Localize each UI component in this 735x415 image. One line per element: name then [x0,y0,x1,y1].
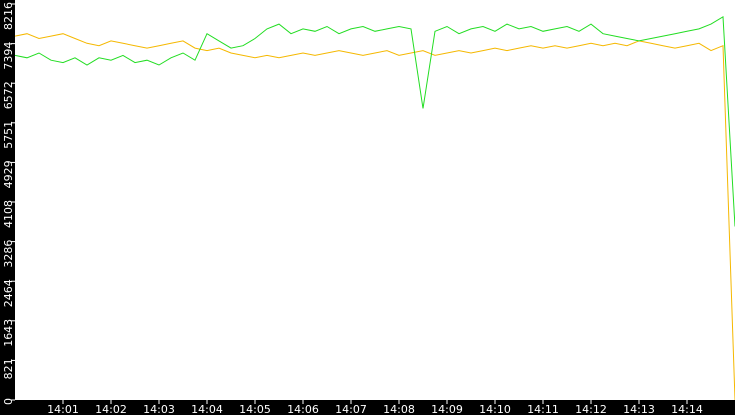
series-line [14,15,735,227]
plot-area [15,0,735,400]
y-tick-label: 4108 [2,200,15,228]
x-tick-label: 14:12 [575,403,607,415]
x-tick-label: 14:07 [335,403,367,415]
y-tick-label: 6572 [2,81,15,109]
x-tick-label: 14:05 [239,403,271,415]
x-tick-label: 14:06 [287,403,319,415]
x-tick-label: 14:11 [527,403,559,415]
y-tick-label: 2464 [2,279,15,307]
x-tick-label: 14:14 [671,403,703,415]
x-tick-label: 14:01 [47,403,79,415]
y-tick-label: 3286 [2,240,15,268]
x-tick-label: 14:10 [479,403,511,415]
y-tick-label: 5751 [2,121,15,149]
y-tick-label: 4929 [2,160,15,188]
y-tick-label: 0 [2,398,15,405]
series-line [14,33,735,401]
x-tick-label: 14:03 [143,403,175,415]
x-tick-label: 14:08 [383,403,415,415]
y-tick-label: 821 [2,358,15,379]
y-tick-label: 8216 [2,2,15,30]
y-tick-label: 7394 [2,42,15,70]
x-tick-label: 14:02 [95,403,127,415]
x-tick-label: 14:13 [623,403,655,415]
x-tick-label: 14:09 [431,403,463,415]
y-tick-label: 1643 [2,319,15,347]
x-tick-label: 14:04 [191,403,223,415]
